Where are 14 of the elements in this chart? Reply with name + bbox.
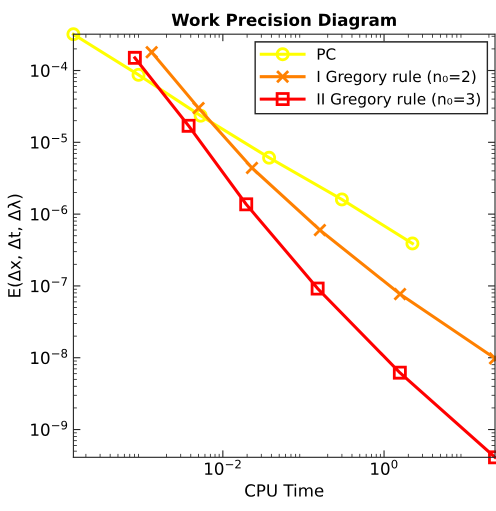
chart-title: Work Precision Diagram bbox=[172, 13, 396, 30]
legend-label: I Gregory rule (n₀=2) bbox=[318, 70, 476, 86]
x-tick-label: 10$^{0}$ bbox=[371, 460, 398, 475]
y-tick-label: 10$^{−5}$ bbox=[31, 134, 67, 149]
legend-label: PC bbox=[318, 48, 336, 60]
x-tick-label: 10$^{−2}$ bbox=[205, 460, 241, 475]
y-tick-label: 10$^{−6}$ bbox=[31, 205, 68, 221]
y-tick-label: 10$^{−4}$ bbox=[31, 62, 68, 77]
legend-label: II Gregory rule (n₀=3) bbox=[318, 92, 480, 108]
y-tick-label: 10$^{−7}$ bbox=[31, 277, 67, 292]
y-tick-label: 10$^{−9}$ bbox=[31, 420, 68, 436]
y-tick-label: 10$^{−8}$ bbox=[31, 348, 68, 364]
x-axis-title: CPU Time bbox=[245, 484, 324, 497]
y-axis-title: E(Δx, Δt, Δλ) bbox=[8, 194, 23, 297]
